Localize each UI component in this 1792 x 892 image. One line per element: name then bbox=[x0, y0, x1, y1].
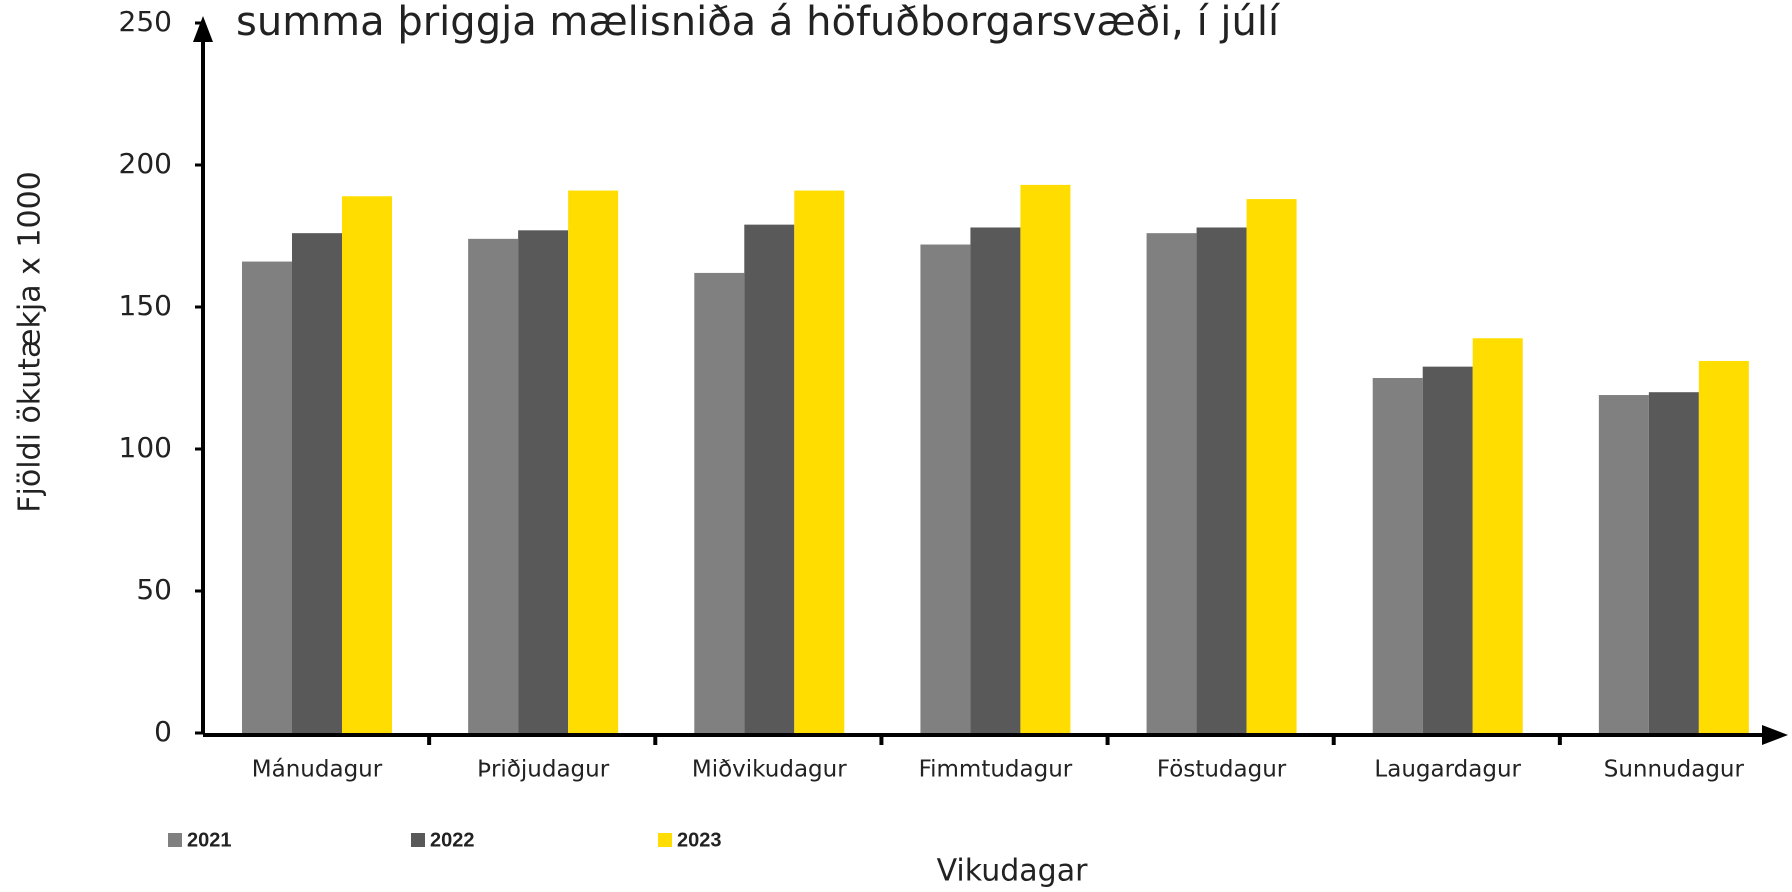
bar bbox=[1598, 395, 1649, 733]
y-axis-title: Fjöldi ökutækja x 1000 bbox=[13, 171, 48, 513]
bar bbox=[1246, 199, 1297, 733]
y-tick-label: 100 bbox=[119, 431, 172, 464]
bar bbox=[1648, 392, 1699, 733]
x-tick-label: Sunnudagur bbox=[1604, 757, 1745, 783]
legend-swatch bbox=[658, 833, 672, 847]
y-tick-label: 50 bbox=[136, 573, 172, 606]
x-tick-label: Mánudagur bbox=[252, 757, 383, 783]
y-tick-label: 150 bbox=[119, 289, 172, 322]
bar bbox=[1698, 360, 1749, 733]
bar bbox=[794, 190, 845, 733]
y-tick-label: 200 bbox=[119, 147, 172, 180]
bar bbox=[970, 227, 1021, 734]
legend-label: 2021 bbox=[187, 829, 232, 851]
bar bbox=[1472, 338, 1523, 733]
legend-label: 2023 bbox=[677, 829, 722, 851]
bar bbox=[468, 238, 519, 733]
bar bbox=[1372, 378, 1423, 733]
bar bbox=[292, 233, 342, 733]
y-tick-label: 250 bbox=[119, 5, 172, 38]
bar bbox=[1196, 227, 1247, 734]
bar bbox=[1020, 184, 1071, 733]
bar bbox=[694, 272, 745, 733]
x-tick-label: Þriðjudagur bbox=[477, 757, 610, 783]
x-tick-label: Miðvikudagur bbox=[692, 757, 847, 783]
x-axis-title: Vikudagar bbox=[937, 854, 1089, 889]
bar bbox=[744, 224, 795, 733]
bar bbox=[1422, 366, 1473, 733]
legend-swatch bbox=[168, 833, 182, 847]
x-axis-arrow bbox=[1762, 725, 1788, 745]
x-tick-label: Fimmtudagur bbox=[919, 757, 1073, 783]
bar bbox=[242, 261, 292, 733]
legend-label: 2022 bbox=[430, 829, 475, 851]
bar bbox=[920, 244, 971, 733]
x-tick-label: Föstudagur bbox=[1157, 757, 1287, 783]
y-tick-label: 0 bbox=[154, 715, 172, 748]
chart-title: summa þriggja mælisniða á höfuðborgarsvæ… bbox=[236, 0, 1281, 45]
bar bbox=[518, 230, 569, 733]
bar bbox=[568, 190, 619, 733]
y-axis-arrow bbox=[193, 16, 213, 42]
legend-swatch bbox=[411, 833, 425, 847]
bar bbox=[1146, 233, 1197, 733]
bar bbox=[342, 196, 392, 734]
x-tick-label: Laugardagur bbox=[1374, 757, 1521, 783]
